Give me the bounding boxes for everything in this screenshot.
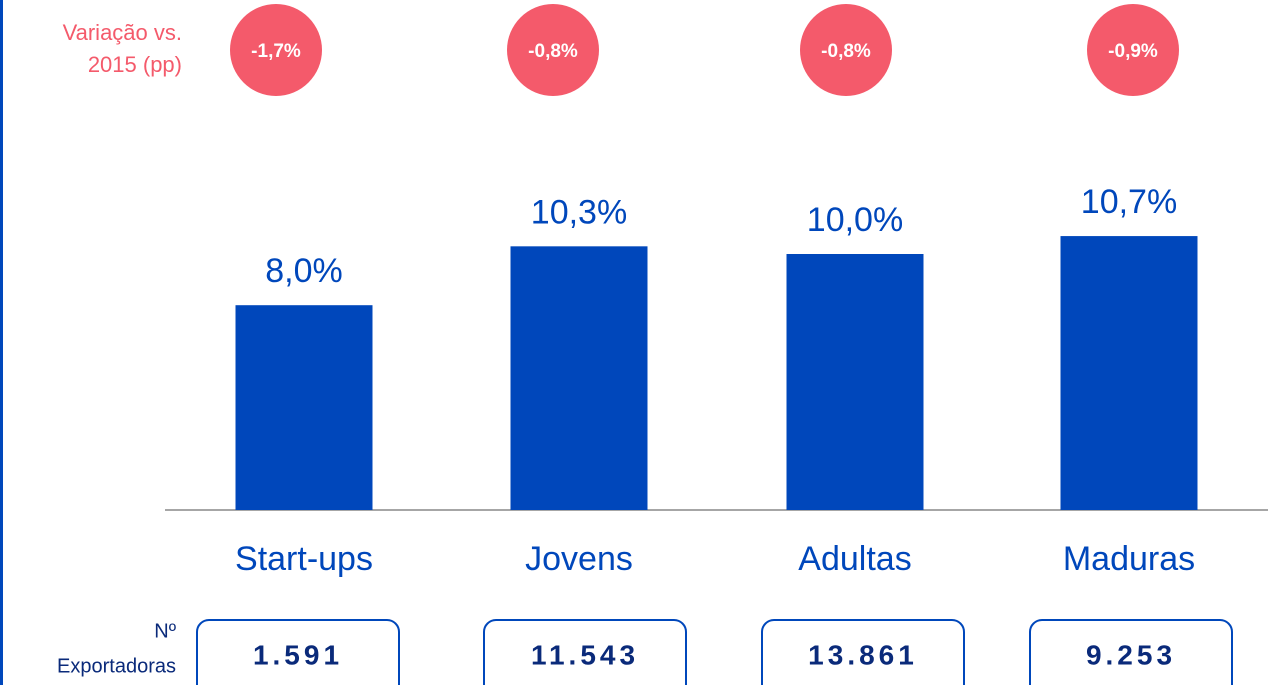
exporters-box	[483, 619, 687, 685]
variation-badge	[800, 4, 892, 96]
exporters-box	[196, 619, 400, 685]
x-tick-label: Adultas	[798, 540, 911, 578]
variation-label: 2015 (pp)	[88, 52, 182, 77]
bar	[1060, 236, 1198, 510]
x-tick-label: Maduras	[1063, 540, 1195, 578]
x-tick-label: Start-ups	[235, 540, 373, 578]
variation-badge	[230, 4, 322, 96]
bar	[235, 305, 373, 510]
variation-label: Variação vs.	[63, 20, 182, 45]
exporters-value: 11.543	[531, 639, 639, 670]
variation-badge	[507, 4, 599, 96]
value-label: 10,7%	[1081, 183, 1177, 221]
bar	[786, 254, 924, 510]
variation-badge	[1087, 4, 1179, 96]
value-label: 8,0%	[265, 252, 343, 290]
variation-value: -0,8%	[821, 41, 871, 62]
exporters-label: Nº	[154, 620, 176, 642]
bar	[510, 246, 648, 510]
exporters-value: 9.253	[1086, 639, 1176, 670]
exporters-value: 1.591	[253, 639, 343, 670]
exporters-box	[1029, 619, 1233, 685]
left-border	[0, 0, 3, 685]
exporters-value: 13.861	[808, 639, 918, 670]
variation-value: -0,9%	[1108, 41, 1158, 62]
exporters-box	[761, 619, 965, 685]
value-label: 10,3%	[531, 193, 627, 231]
variation-value: -0,8%	[528, 41, 578, 62]
x-tick-label: Jovens	[525, 540, 633, 578]
exporters-label: Exportadoras	[57, 655, 176, 677]
value-label: 10,0%	[807, 201, 903, 239]
variation-value: -1,7%	[251, 41, 301, 62]
